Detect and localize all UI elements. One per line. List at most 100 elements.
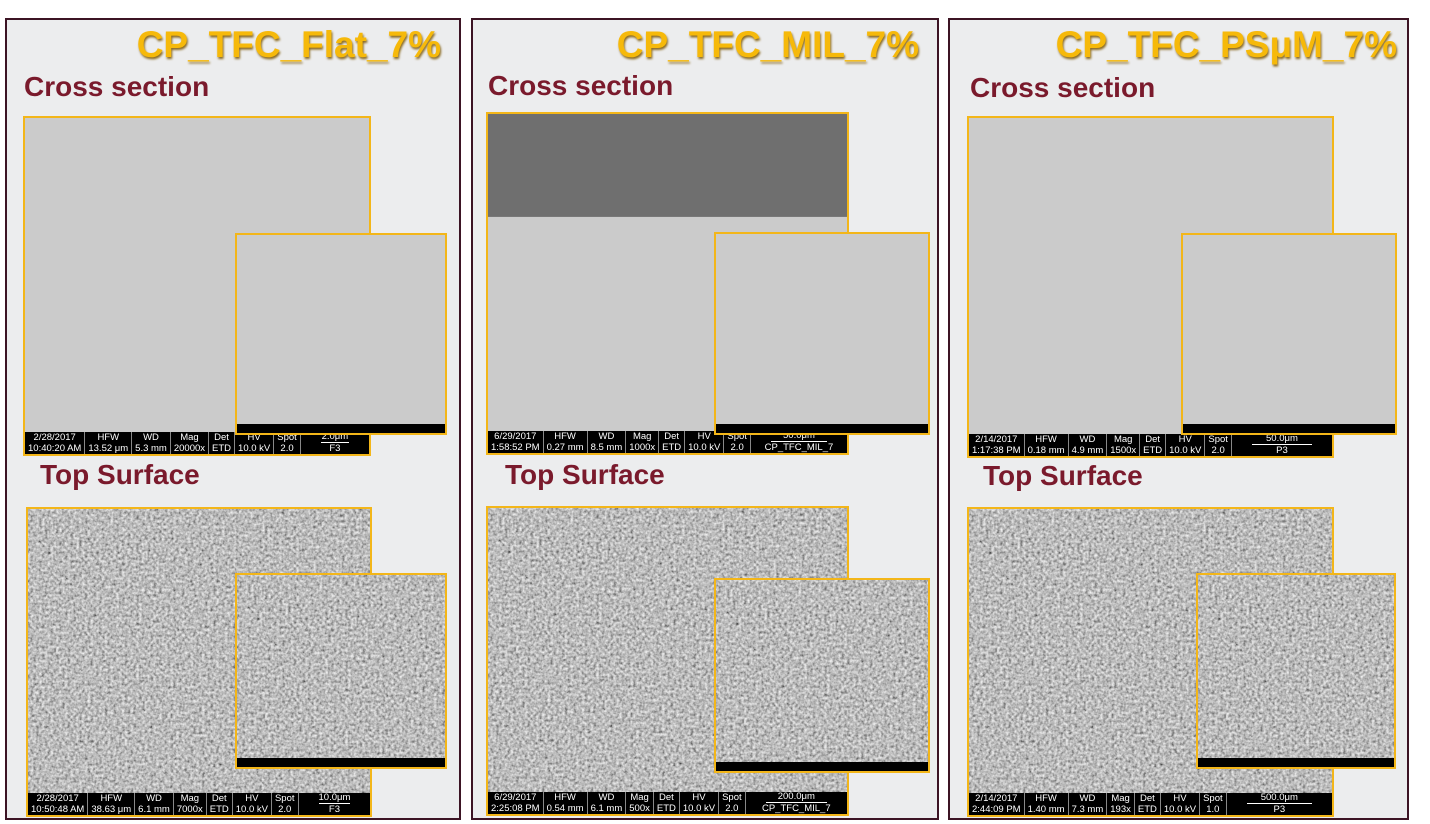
- databar-value: 10.0 kV: [1169, 445, 1202, 456]
- sample-name: CP_TFC_MIL_7: [764, 442, 834, 453]
- databar-cell: Mag 500x: [626, 792, 654, 814]
- databar: 6/29/2017 1:58:52 PM HFW 0.27 mm WD 8.5 mm Mag…: [488, 431, 847, 453]
- databar-cell: HV 10.0 kV: [685, 431, 725, 453]
- sample-name: F3: [328, 804, 340, 815]
- databar-header: Spot: [1208, 434, 1228, 445]
- time: 1:17:38 PM: [972, 445, 1021, 456]
- panel: CP_TFC_Flat_7% Cross section 2/28/2017 10:4…: [5, 18, 461, 820]
- databar-header: WD: [598, 431, 615, 442]
- databar-header: Mag: [180, 432, 199, 443]
- databar-cell: HV 10.0 kV: [1166, 434, 1206, 456]
- databar-cell: HV 10.0 kV: [233, 793, 272, 815]
- databar-header: HV: [697, 431, 711, 442]
- databar-cell: 6/29/2017 1:58:52 PM: [488, 431, 544, 453]
- sem-inset: [235, 233, 447, 435]
- inset-databar: [716, 762, 928, 771]
- databar-header: HV: [1178, 434, 1192, 445]
- databar-value: 2.0: [1211, 445, 1225, 456]
- date: 6/29/2017: [494, 792, 537, 803]
- databar-cell: Mag 7000x: [174, 793, 207, 815]
- databar: 2/28/2017 10:40:20 AM HFW 13.52 μm WD 5.3 mm M…: [25, 432, 369, 454]
- databar-header: HV: [692, 792, 706, 803]
- databar-value: 10.0 kV: [238, 443, 271, 454]
- sample-name: F3: [329, 443, 341, 454]
- databar-value: 1500x: [1110, 445, 1137, 456]
- databar-cell: Mag 1000x: [626, 431, 660, 453]
- sem-texture: [237, 235, 445, 433]
- sample-name: CP_TFC_MIL_7: [761, 803, 831, 814]
- databar-header: Det: [211, 793, 227, 804]
- databar-header: WD: [143, 432, 159, 443]
- databar-cell: WD 7.3 mm: [1069, 793, 1108, 815]
- sem-image: 6/29/2017 1:58:52 PM HFW 0.27 mm WD 8.5 mm Mag…: [486, 112, 849, 455]
- inset-databar: [237, 758, 445, 767]
- databar-value: 500x: [629, 803, 650, 814]
- databar-cell: WD 6.1 mm: [588, 792, 627, 814]
- databar: 2/28/2017 10:50:48 AM HFW 38.63 μm WD 6.1 mm M…: [28, 793, 370, 815]
- section-label: Cross section: [24, 71, 210, 102]
- sem-texture: [1183, 235, 1395, 433]
- databar-scale: 2.0μm F3: [301, 432, 369, 454]
- databar-header: Mag: [630, 792, 649, 803]
- sem-texture: [716, 580, 928, 771]
- databar-cell: Mag 20000x: [171, 432, 210, 454]
- databar-value: 0.27 mm: [546, 442, 584, 453]
- databar-value: 0.54 mm: [546, 803, 584, 814]
- inset-databar: [716, 424, 928, 433]
- sem-inset: [235, 573, 447, 769]
- time: 1:58:52 PM: [491, 442, 540, 453]
- databar-scale: 50.0μm P3: [1232, 434, 1332, 456]
- section-label: Top Surface: [505, 459, 665, 490]
- databar-header: Det: [1145, 434, 1161, 445]
- databar-scale: 200.0μm CP_TFC_MIL_7: [746, 792, 847, 815]
- databar-header: Det: [1139, 793, 1155, 804]
- databar-value: 7.3 mm: [1071, 804, 1104, 815]
- databar-value: ETD: [656, 803, 676, 814]
- databar-value: ETD: [662, 442, 682, 453]
- databar-value: 38.63 μm: [91, 804, 132, 815]
- databar-cell: HV 10.0 kV: [235, 432, 275, 454]
- databar-value: 1.0: [1206, 804, 1220, 815]
- scale-bar: 50.0μm: [770, 431, 827, 442]
- databar-cell: HFW 13.52 μm: [85, 432, 133, 454]
- databar-header: HFW: [554, 792, 576, 803]
- databar-header: HFW: [1035, 793, 1057, 804]
- databar-header: HFW: [97, 432, 120, 443]
- databar-cell: HFW 0.18 mm: [1025, 434, 1069, 456]
- time: 10:40:20 AM: [28, 443, 82, 454]
- databar-cell: Det ETD: [207, 793, 233, 815]
- databar-value: 2.0: [725, 803, 739, 814]
- time: 2:25:08 PM: [491, 803, 540, 814]
- databar-cell: WD 4.9 mm: [1069, 434, 1108, 456]
- panel-title: CP_TFC_Flat_7%: [136, 24, 441, 65]
- databar-header: HV: [247, 432, 261, 443]
- databar-value: 7000x: [176, 804, 203, 815]
- databar-cell: WD 5.3 mm: [132, 432, 171, 454]
- sem-texture: [237, 575, 445, 767]
- databar-header: WD: [1079, 793, 1096, 804]
- databar-header: Mag: [1111, 793, 1130, 804]
- databar-cell: HFW 0.54 mm: [544, 792, 588, 814]
- scale-bar: 2.0μm: [320, 431, 349, 443]
- databar-cell: Spot 2.0: [272, 793, 299, 815]
- databar-scale: 50.0μm CP_TFC_MIL_7: [751, 431, 847, 454]
- inset-databar: [237, 424, 445, 433]
- databar: 2/14/2017 2:44:09 PM HFW 1.40 mm WD 7.3 mm Mag…: [969, 793, 1332, 815]
- sem-inset: [1181, 233, 1397, 435]
- databar-cell: HFW 38.63 μm: [88, 793, 136, 815]
- databar-value: 20000x: [173, 443, 206, 454]
- databar: 6/29/2017 2:25:08 PM HFW 0.54 mm WD 6.1 mm Mag…: [488, 792, 847, 814]
- databar-cell: Det ETD: [659, 431, 686, 453]
- databar-cell: HV 10.0 kV: [1161, 793, 1201, 815]
- databar-value: 10.0 kV: [682, 803, 716, 814]
- databar-cell: 2/14/2017 2:44:09 PM: [969, 793, 1025, 815]
- databar-value: 6.1 mm: [590, 803, 623, 814]
- databar-header: Spot: [727, 431, 747, 442]
- panel-title: CP_TFC_MIL_7%: [616, 24, 919, 65]
- databar-value: 4.9 mm: [1071, 445, 1104, 456]
- inset-databar: [1183, 424, 1395, 433]
- databar-header: HFW: [1035, 434, 1057, 445]
- databar-cell: HV 10.0 kV: [680, 792, 720, 814]
- databar-cell: Spot 2.0: [724, 431, 751, 453]
- databar-header: Det: [658, 792, 674, 803]
